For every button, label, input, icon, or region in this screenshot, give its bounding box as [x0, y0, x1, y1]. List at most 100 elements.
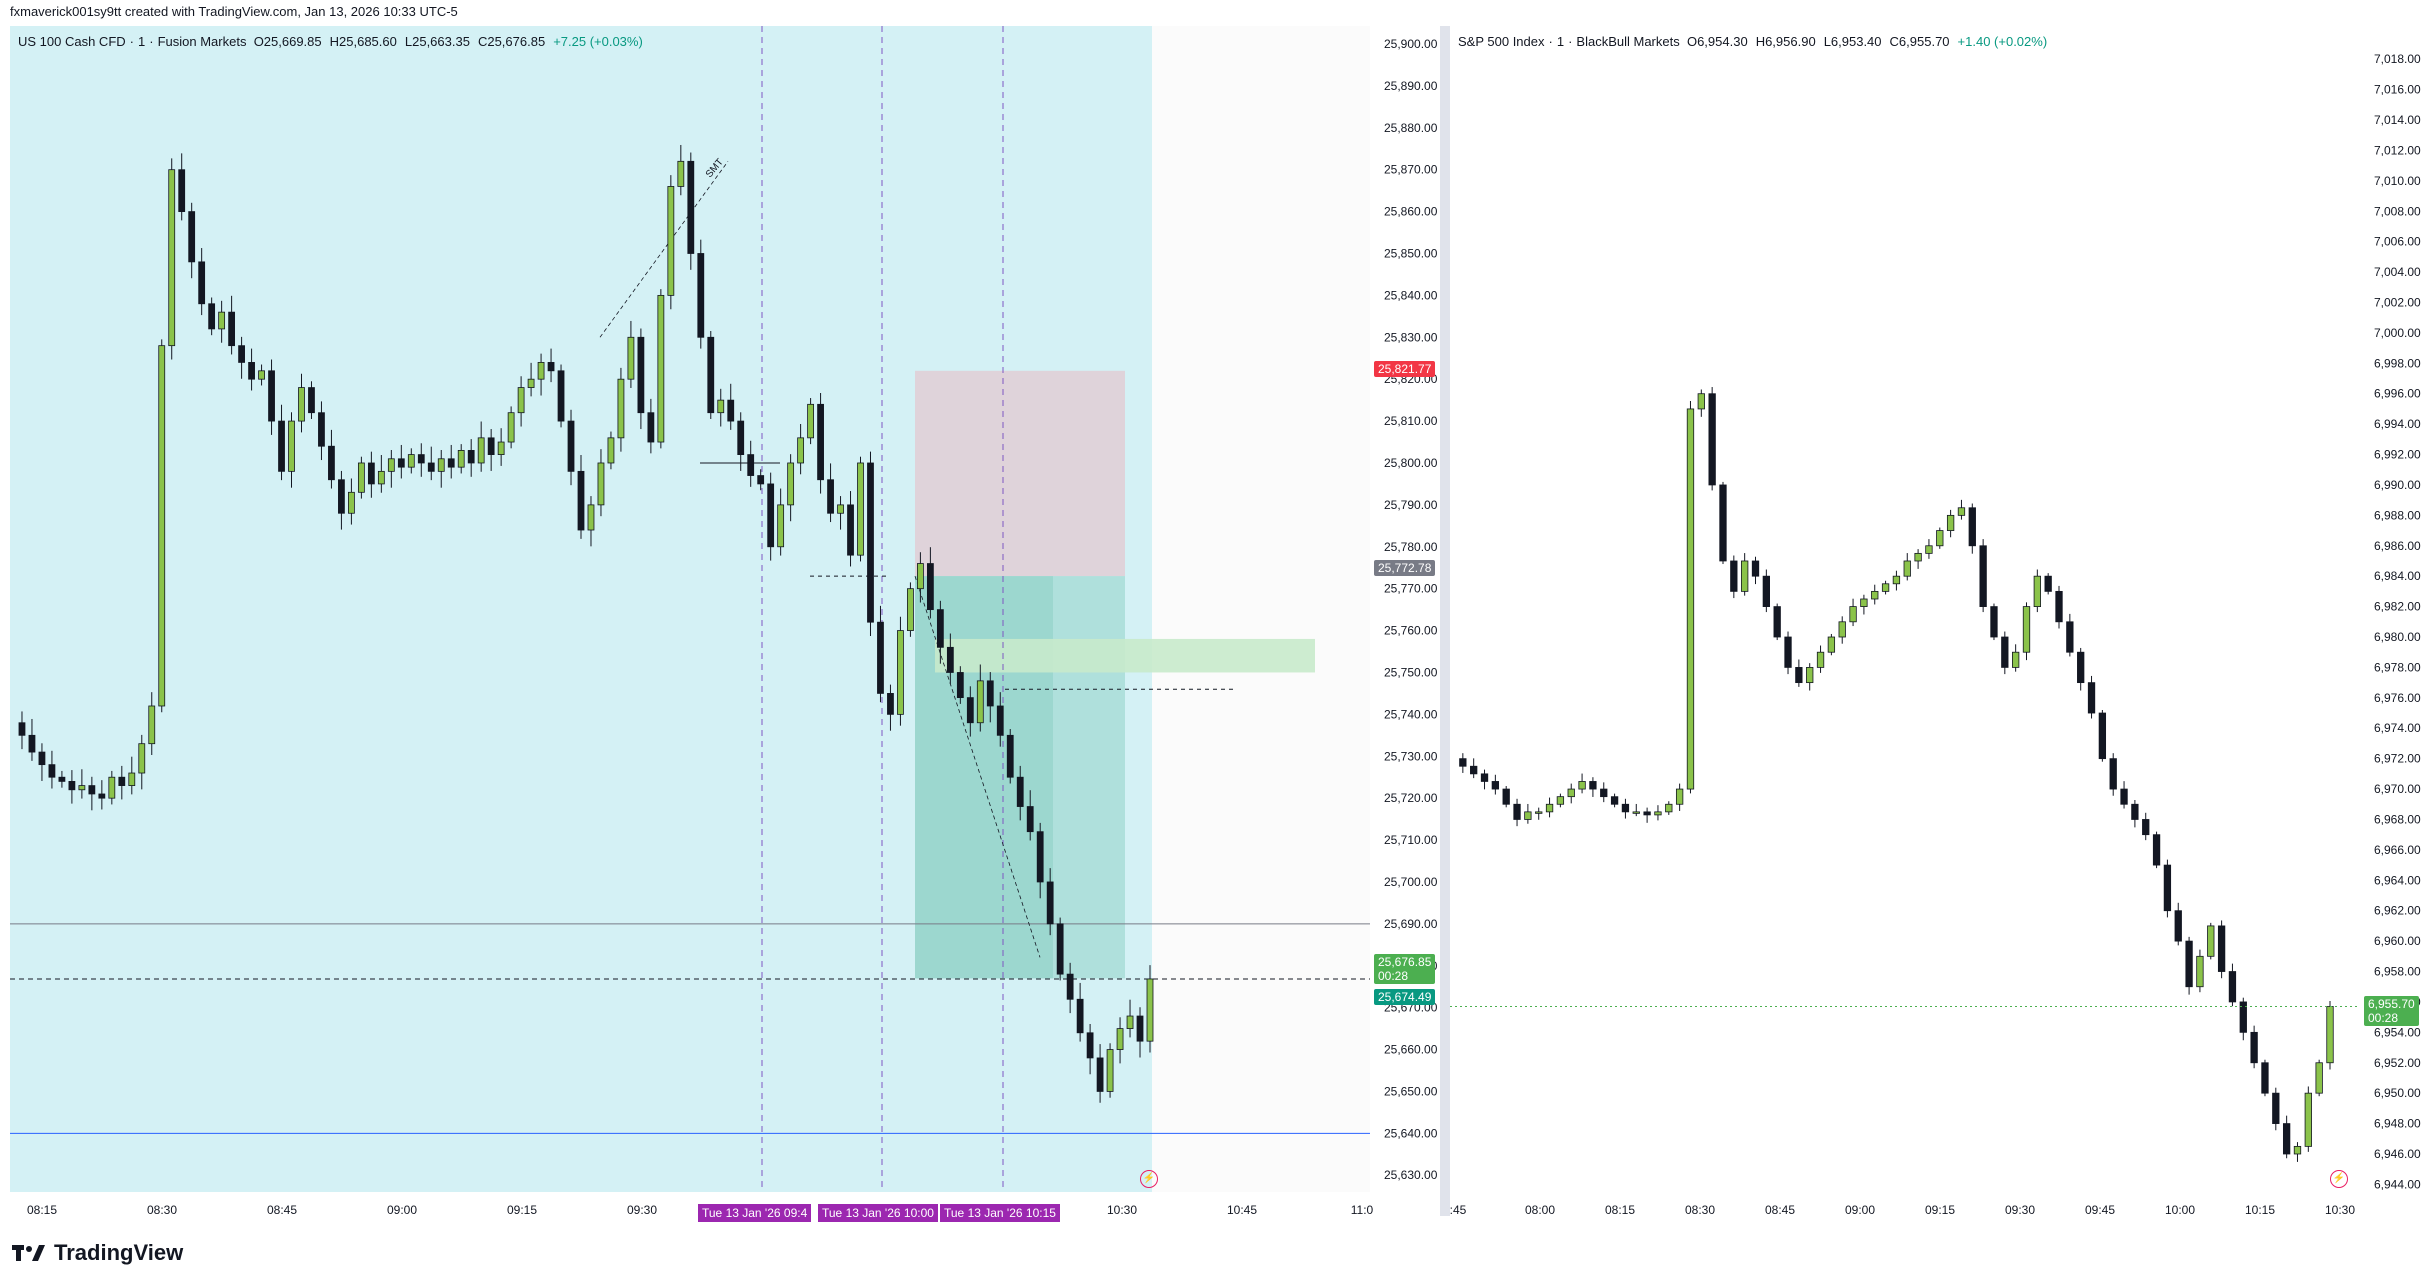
candle-body — [1881, 583, 1890, 592]
candle-body — [48, 764, 56, 778]
candle-body — [2087, 682, 2096, 714]
x-tick-label: 09:30 — [627, 1203, 657, 1216]
y-tick-label: 25,710.00 — [1384, 833, 1438, 847]
candle-body — [1816, 651, 1825, 668]
candle-body — [1762, 575, 1770, 607]
spx-lightning-icon[interactable]: ⚡ — [2330, 1170, 2348, 1188]
candle-body — [577, 470, 585, 531]
candle-body — [1849, 606, 1857, 623]
nasdaq-chart-pane[interactable]: 25,900.00 25,890.00 25,880.00 25,870.00 25,8… — [10, 26, 1450, 1222]
x-tick-label: 09:15 — [507, 1203, 537, 1216]
current-price-tag: 25,676.85 00:28 — [1374, 954, 1436, 984]
time-badge-3: Tue 13 Jan '26 10:15 — [940, 1204, 1060, 1222]
candle-body — [397, 458, 405, 468]
candle-body — [308, 387, 315, 414]
candle-body — [1513, 803, 1521, 820]
candle-body — [477, 437, 485, 464]
candle-body — [2315, 1062, 2323, 1094]
candle-body — [737, 420, 745, 455]
candle-body — [1914, 552, 1922, 562]
y-tick-label: 6,984.00 — [2374, 569, 2421, 583]
y-tick-label: 6,972.00 — [2374, 752, 2421, 766]
nasdaq-chart-svg[interactable]: 25,900.00 25,890.00 25,880.00 25,870.00 25,8… — [10, 26, 1450, 1216]
candle-body — [587, 504, 595, 531]
y-tick-label: 25,750.00 — [1384, 665, 1438, 679]
lightning-icon[interactable]: ⚡ — [1140, 1170, 1158, 1188]
candle-body — [2207, 925, 2215, 957]
spx-chart-pane[interactable]: 7,018.00 7,016.00 7,014.00 7,012.00 7,010.00… — [1450, 26, 2436, 1216]
candle-body — [617, 378, 625, 439]
candle-body — [1741, 560, 1749, 592]
candle-body — [1643, 811, 1651, 816]
candle-body — [1066, 973, 1074, 1000]
candle-body — [1806, 667, 1814, 684]
candle-body — [1621, 803, 1630, 813]
candle-body — [936, 609, 944, 648]
candle-body — [857, 462, 864, 556]
candle-body — [328, 445, 335, 481]
spx-close: C6,955.70 — [1889, 34, 1950, 49]
y-tick-label: 25,640.00 — [1384, 1126, 1438, 1140]
y-tick-label: 6,962.00 — [2374, 904, 2421, 918]
candle-body — [457, 450, 465, 468]
y-tick-label: 25,700.00 — [1384, 875, 1438, 889]
y-tick-label: 7,018.00 — [2374, 52, 2421, 66]
candle-body — [1545, 803, 1554, 813]
candle-body — [1086, 1032, 1094, 1059]
candle-body — [2055, 590, 2063, 623]
candle-body — [497, 441, 505, 455]
nasdaq-broker: Fusion Markets — [157, 34, 247, 49]
candle-body — [777, 504, 785, 548]
candle-body — [697, 253, 705, 338]
y-tick-label: 6,946.00 — [2374, 1147, 2421, 1161]
y-tick-label: 7,002.00 — [2374, 295, 2421, 309]
x-tick-label: 08:30 — [147, 1203, 177, 1216]
candle-body — [78, 785, 86, 791]
spx-chart-svg[interactable]: 7,018.00 7,016.00 7,014.00 7,012.00 7,010.00… — [1450, 26, 2436, 1216]
candle-body — [2196, 955, 2204, 988]
candle-body — [248, 362, 255, 380]
candle-body — [1459, 758, 1467, 767]
y-tick-label: 6,992.00 — [2374, 448, 2421, 462]
spx-current-price-value: 6,955.70 — [2368, 997, 2415, 1011]
pane-divider[interactable] — [1440, 26, 1450, 1216]
candle-body — [1946, 514, 1955, 531]
candle-body — [996, 705, 1004, 736]
candle-body — [956, 672, 964, 699]
y-tick-label: 25,650.00 — [1384, 1084, 1438, 1098]
y-tick-label: 7,010.00 — [2374, 174, 2421, 188]
candle-body — [198, 261, 206, 305]
candle-body — [627, 336, 635, 380]
y-tick-label: 6,982.00 — [2374, 600, 2421, 614]
candle-body — [1675, 788, 1684, 805]
candle-body — [88, 785, 96, 795]
x-tick-label: 09:00 — [1845, 1203, 1875, 1216]
x-tick-label: 08:45 — [1765, 1203, 1795, 1216]
candle-body — [357, 462, 365, 493]
candle-body — [2044, 575, 2052, 592]
candle-body — [367, 462, 375, 485]
candle-body — [946, 646, 954, 673]
y-tick-label: 6,974.00 — [2374, 721, 2421, 735]
candle-body — [867, 462, 874, 623]
candle-body — [907, 588, 914, 631]
candle-body — [537, 362, 545, 380]
candle-body — [1654, 811, 1662, 816]
y-tick-label: 25,720.00 — [1384, 791, 1438, 805]
candle-body — [717, 399, 725, 414]
candle-body — [1903, 560, 1911, 577]
y-tick-label: 25,770.00 — [1384, 582, 1438, 596]
candle-body — [1936, 530, 1944, 547]
candle-body — [58, 776, 66, 782]
y-tick-label: 7,000.00 — [2374, 326, 2421, 340]
candle-body — [2109, 758, 2117, 790]
candle-body — [1136, 1015, 1144, 1042]
y-tick-label: 6,978.00 — [2374, 660, 2421, 674]
candle-body — [517, 387, 525, 414]
candle-body — [986, 680, 994, 707]
spx-legend: S&P 500 Index · 1 · BlackBull Markets O6,954… — [1458, 34, 2048, 49]
x-tick-label: 09:30 — [2005, 1203, 2035, 1216]
candle-body — [557, 370, 565, 422]
y-tick-label: 6,944.00 — [2374, 1177, 2421, 1191]
spx-open: O6,954.30 — [1686, 34, 1748, 49]
